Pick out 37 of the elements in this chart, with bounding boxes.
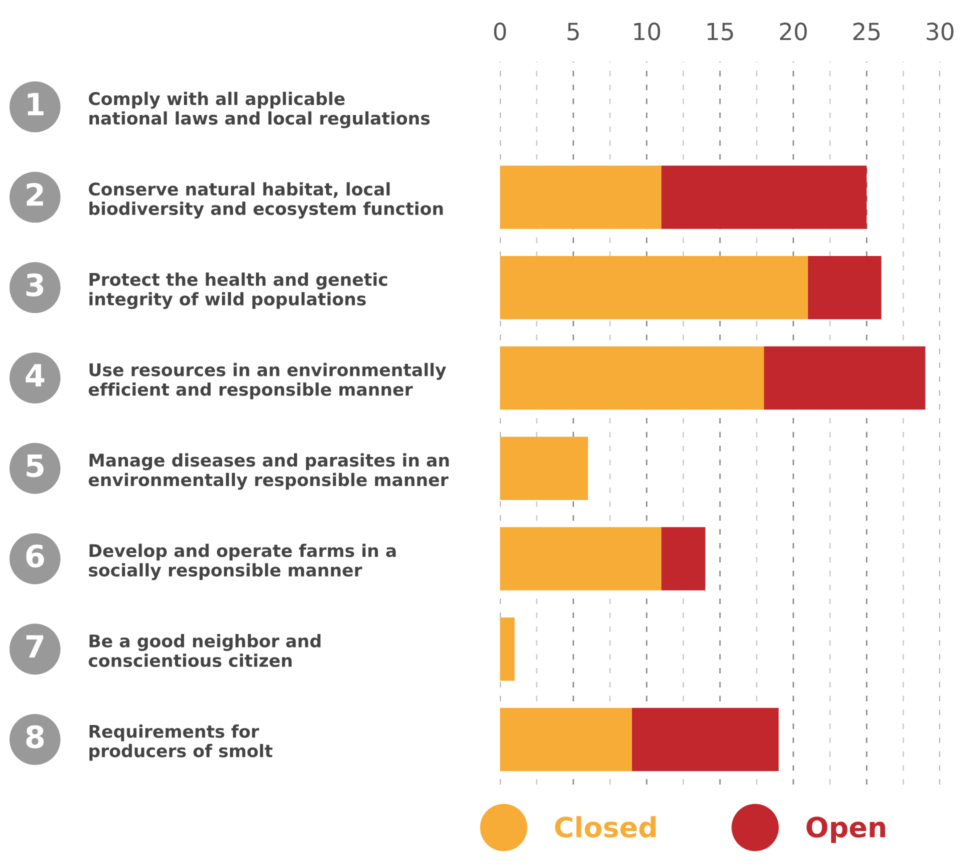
y-tick-label: Use resources in an environmentally efficient and responsible manner	[88, 362, 446, 400]
x-tick-label: 25	[853, 22, 880, 40]
y-tick-label: Conserve natural habitat, local biodiversity and ecosystem function	[88, 182, 443, 219]
bar	[500, 527, 662, 590]
bar	[764, 346, 926, 410]
bar	[500, 166, 662, 229]
x-tick-label: 10	[634, 22, 660, 40]
bar	[661, 166, 867, 229]
x-tick-label: 0	[494, 22, 506, 40]
x-tick-label: 20	[780, 22, 807, 40]
text: 4	[26, 364, 44, 386]
text: 7	[26, 635, 44, 658]
bar	[808, 256, 882, 320]
legend-label: Open	[806, 816, 886, 843]
bar	[500, 617, 515, 681]
bar	[500, 256, 808, 320]
x-tick-label: 15	[708, 22, 733, 40]
y-tick-label: Protect the health and genetic integrity of wild populations	[89, 272, 388, 310]
x-tick-label: 30	[926, 22, 954, 40]
text: 1	[28, 92, 44, 116]
x-tick-label: 5	[568, 22, 579, 40]
y-tick-label: Manage diseases and parasites in an environmentally responsible manner	[88, 453, 449, 490]
text: 8	[26, 725, 44, 748]
text: 2	[26, 182, 43, 206]
bar	[500, 346, 764, 410]
y-tick-label: Comply with all applicable national laws and local regulations	[88, 92, 430, 128]
y-tick-label: Be a good neighbor and conscientious citizen	[88, 634, 320, 668]
bar	[632, 708, 779, 772]
text: 6	[26, 544, 44, 568]
y-tick-label: Develop and operate farms in a socially responsible manner	[88, 544, 396, 580]
y-tick-label: Requirements for producers of smolt	[89, 724, 272, 761]
bar	[500, 436, 588, 500]
bar	[661, 527, 706, 590]
text: 5	[26, 454, 44, 478]
text: 3	[26, 273, 44, 296]
bar	[500, 708, 632, 772]
legend-label: Closed	[555, 816, 656, 838]
